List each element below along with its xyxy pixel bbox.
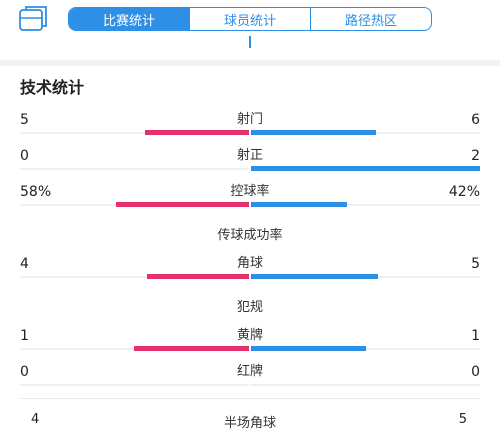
stat-track-left bbox=[20, 276, 249, 278]
stat-row: 5 射门 6 bbox=[0, 111, 500, 145]
stat-left-value: 0 bbox=[20, 148, 29, 164]
stat-right-value: 42% bbox=[448, 184, 480, 200]
stat-row: 1 黄牌 1 bbox=[0, 327, 500, 361]
stat-right-value: 5 bbox=[471, 256, 480, 272]
top-bar: 比赛统计 球员统计 路径热区 bbox=[0, 0, 500, 60]
stat-label: 角球 bbox=[236, 256, 263, 271]
stat-bar-away bbox=[251, 202, 347, 207]
stat-label: 射门 bbox=[236, 112, 263, 127]
stat-label: 控球率 bbox=[230, 184, 270, 199]
stat-label: 红牌 bbox=[236, 364, 263, 379]
stat-bar-away bbox=[251, 274, 378, 279]
stat-row: 58% 控球率 42% bbox=[0, 183, 500, 217]
stat-bar-away bbox=[251, 346, 366, 351]
stat-left-value: 4 bbox=[20, 256, 29, 272]
stat-row: 犯规 bbox=[0, 291, 500, 325]
stat-label: 黄牌 bbox=[236, 328, 263, 343]
stat-track-left bbox=[20, 132, 249, 134]
stat-label: 射正 bbox=[236, 148, 263, 163]
stat-label: 传球成功率 bbox=[217, 228, 283, 243]
stat-row: 传球成功率 bbox=[0, 219, 500, 253]
section-divider bbox=[0, 60, 500, 66]
stat-track-right bbox=[251, 384, 480, 386]
stat-track-right bbox=[251, 204, 480, 206]
tab-heat-map[interactable]: 路径热区 bbox=[310, 8, 431, 30]
tab-player-stats[interactable]: 球员统计 bbox=[189, 8, 310, 30]
stat-bar-home bbox=[116, 202, 249, 207]
tab-match-stats[interactable]: 比赛统计 bbox=[69, 8, 189, 30]
stat-right-value: 5 bbox=[458, 412, 467, 427]
stat-right-value: 6 bbox=[471, 112, 480, 128]
stat-bar-home bbox=[145, 130, 249, 135]
row-divider bbox=[20, 398, 480, 399]
stat-row: 4 角球 5 bbox=[0, 255, 500, 289]
half-corner-row: 4 半场角球 5 bbox=[0, 398, 500, 440]
stat-left-value: 1 bbox=[20, 328, 29, 344]
stat-label: 半场角球 bbox=[223, 416, 276, 431]
stat-track-left bbox=[20, 168, 249, 170]
stat-row: 0 红牌 0 bbox=[0, 363, 500, 397]
section-title: 技术统计 bbox=[20, 78, 85, 97]
stat-track-left bbox=[20, 384, 249, 386]
active-tab-indicator bbox=[249, 36, 251, 48]
stat-left-value: 4 bbox=[31, 412, 40, 427]
stat-bar-home bbox=[147, 274, 249, 279]
stat-left-value: 0 bbox=[20, 364, 29, 380]
stat-row: 0 射正 2 bbox=[0, 147, 500, 181]
stat-right-value: 0 bbox=[471, 364, 480, 380]
stat-right-value: 2 bbox=[471, 148, 480, 164]
stat-right-value: 1 bbox=[471, 328, 480, 344]
stat-label: 犯规 bbox=[236, 300, 263, 315]
stat-bar-away bbox=[251, 166, 480, 171]
stats-board-icon[interactable] bbox=[18, 6, 48, 32]
stat-bar-home bbox=[134, 346, 249, 351]
stat-left-value: 5 bbox=[20, 112, 29, 128]
stat-left-value: 58% bbox=[20, 184, 52, 200]
tab-bar: 比赛统计 球员统计 路径热区 bbox=[68, 7, 432, 31]
stat-bar-away bbox=[251, 130, 376, 135]
